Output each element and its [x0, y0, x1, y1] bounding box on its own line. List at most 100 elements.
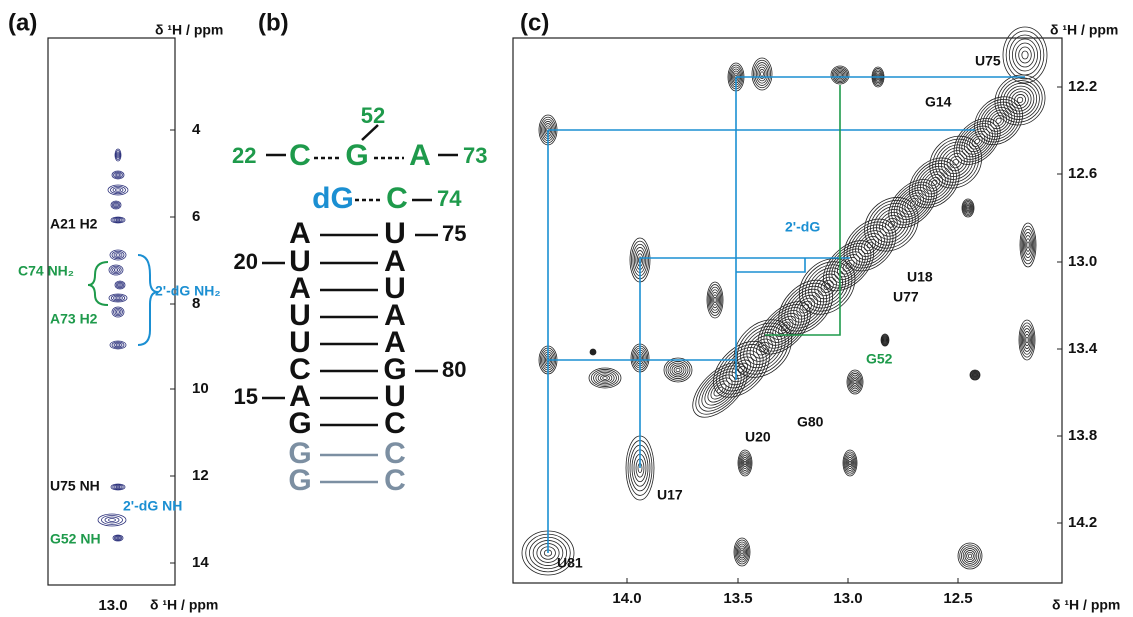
panel-label: (c) [520, 9, 549, 36]
contour [899, 189, 927, 218]
peak-label: U77 [893, 289, 919, 305]
contour [590, 349, 596, 355]
contour [675, 367, 681, 373]
contour [850, 374, 860, 390]
nucleotide: A [384, 245, 406, 278]
peak-label: 2'-dG NH₂ [155, 283, 221, 299]
x-tick-label: 12.5 [943, 590, 972, 607]
contour [828, 245, 869, 286]
contour [589, 348, 597, 356]
contour [864, 197, 919, 252]
peak-label: 2'-dG NH [123, 498, 182, 514]
y-tick-label: 13.8 [1068, 427, 1097, 444]
contour [739, 547, 745, 557]
contour [114, 172, 122, 178]
contour [972, 372, 978, 378]
peak-label: G52 [866, 351, 893, 367]
y-tick-label: 14 [192, 554, 209, 571]
contour [1015, 42, 1035, 68]
contour [997, 77, 1043, 123]
contour [882, 337, 888, 343]
contour [108, 264, 124, 276]
contour [116, 153, 120, 157]
nucleotide: A [384, 326, 406, 359]
contour [1020, 325, 1034, 355]
connector [765, 85, 841, 336]
nucleotide: U [289, 326, 311, 359]
contour [876, 208, 907, 240]
contour [111, 341, 125, 349]
contour [590, 349, 596, 355]
contour [736, 322, 789, 375]
peak-label: U18 [907, 269, 933, 285]
contour [108, 518, 116, 522]
contour [1018, 319, 1036, 361]
contour [1024, 333, 1030, 347]
contour [935, 141, 977, 183]
contour [867, 200, 916, 249]
contour [959, 544, 981, 568]
contour [763, 307, 806, 349]
y-tick-label: 12.6 [1068, 165, 1097, 182]
contour [938, 144, 974, 180]
contour [825, 243, 872, 289]
contour [920, 168, 949, 198]
contour [970, 370, 980, 380]
bond [361, 124, 379, 141]
contour [113, 307, 123, 317]
contour [110, 483, 126, 491]
contour [667, 361, 689, 379]
contour [971, 371, 979, 379]
contour [753, 59, 771, 89]
contour [884, 338, 886, 342]
contour [113, 171, 123, 179]
contour [793, 294, 819, 320]
contour [830, 65, 850, 85]
contour [759, 344, 767, 353]
contour [879, 211, 904, 237]
contour [781, 282, 831, 332]
contour [109, 249, 127, 261]
nucleotide-number: 20 [234, 249, 258, 274]
contour [844, 453, 856, 473]
contour [708, 286, 722, 314]
contour [961, 546, 979, 566]
contour [1024, 235, 1032, 255]
contour [590, 349, 596, 355]
contour [908, 157, 960, 209]
nucleotide: C [384, 407, 406, 440]
contour [885, 217, 898, 231]
contour [990, 112, 1007, 130]
contour [1012, 38, 1038, 72]
contour [115, 485, 121, 489]
contour [111, 170, 125, 180]
contour [943, 150, 968, 175]
contour [713, 297, 717, 303]
contour [710, 289, 720, 311]
contour [843, 218, 897, 272]
contour [716, 344, 767, 395]
contour [114, 280, 126, 290]
contour [114, 309, 122, 315]
peak-label: U81 [557, 555, 583, 571]
panel-a-frame [47, 37, 176, 586]
contour [962, 548, 978, 564]
contour [962, 199, 974, 217]
contour [966, 206, 970, 210]
contour [798, 258, 856, 315]
nucleotide: C [384, 437, 406, 470]
contour [735, 541, 749, 563]
nucleotide: C [386, 182, 408, 215]
contour [118, 283, 122, 287]
contour [784, 285, 828, 329]
contour [964, 202, 972, 214]
peak-label: G80 [797, 414, 824, 430]
contour [600, 374, 610, 382]
contour [749, 335, 777, 362]
peak-label: G52 NH [50, 531, 101, 547]
contour [969, 133, 986, 150]
contour [116, 536, 120, 540]
contour [838, 73, 842, 77]
contour [111, 306, 125, 318]
contour [712, 294, 718, 306]
